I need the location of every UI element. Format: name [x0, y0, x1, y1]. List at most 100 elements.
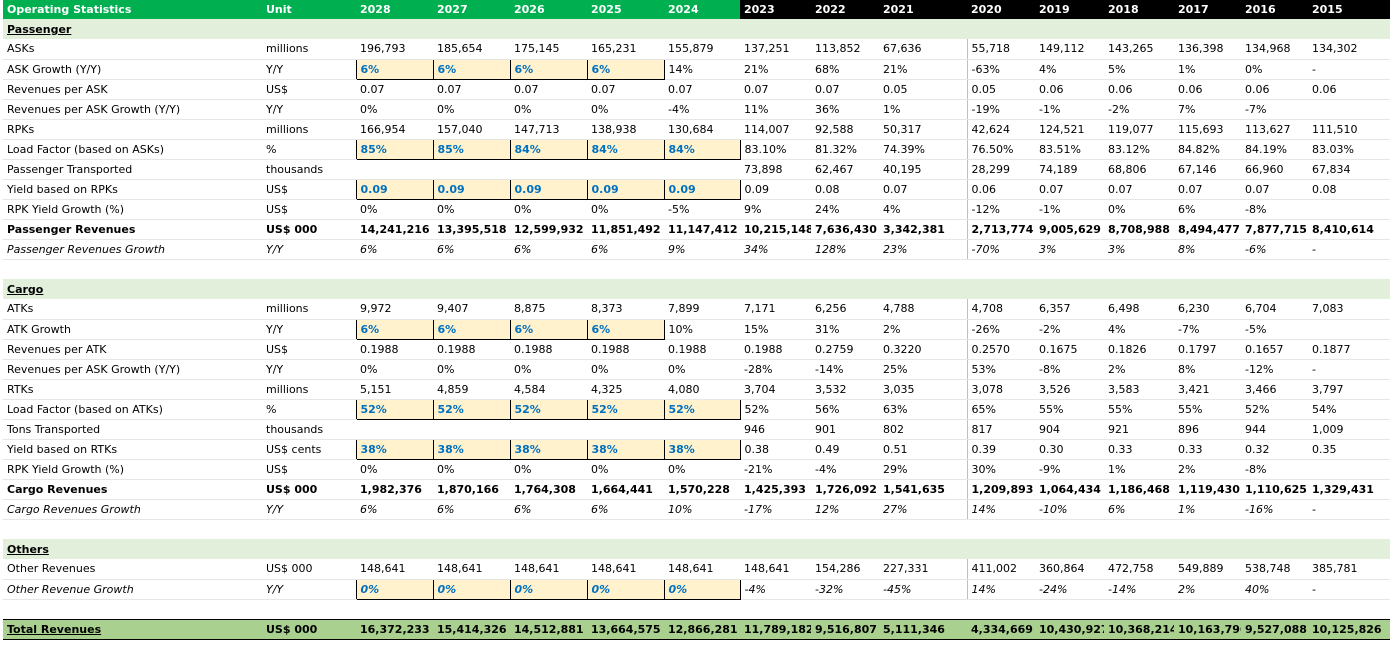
value-cell[interactable]: 6% [587, 499, 664, 520]
section-band-cell[interactable] [811, 19, 879, 39]
value-cell[interactable]: 0.39 [966, 439, 1035, 460]
value-cell[interactable]: -5% [664, 199, 740, 220]
value-cell[interactable]: 8% [1174, 359, 1241, 380]
row-unit[interactable]: Y/Y [262, 359, 356, 380]
value-cell[interactable]: 0% [587, 99, 664, 120]
value-cell[interactable]: 1% [1174, 499, 1241, 520]
value-cell[interactable]: 0% [356, 359, 433, 380]
value-cell[interactable]: 6% [356, 499, 433, 520]
empty-cell[interactable] [664, 259, 740, 279]
value-cell[interactable]: 2% [1104, 359, 1174, 380]
value-cell[interactable]: 8,410,614 [1308, 218, 1390, 240]
value-cell[interactable]: -70% [966, 239, 1035, 260]
year-header-2027[interactable]: 2027 [433, 0, 510, 19]
value-cell[interactable]: 7,083 [1308, 299, 1390, 320]
value-cell[interactable]: -26% [966, 319, 1035, 340]
value-cell[interactable]: 68% [811, 59, 879, 80]
input-cell[interactable]: 38% [432, 438, 511, 460]
value-cell[interactable]: 0.08 [1308, 179, 1390, 200]
value-cell[interactable]: -6% [1241, 239, 1308, 260]
value-cell[interactable]: 4% [879, 199, 967, 220]
value-cell[interactable]: 74.39% [879, 139, 967, 160]
value-cell[interactable]: 67,834 [1308, 159, 1390, 180]
value-cell[interactable]: 6% [356, 239, 433, 260]
value-cell[interactable]: 0% [587, 459, 664, 480]
value-cell[interactable]: -7% [1241, 99, 1308, 120]
value-cell[interactable]: -28% [740, 359, 811, 380]
value-cell[interactable]: 62,467 [811, 159, 879, 180]
value-cell[interactable]: 55% [1104, 399, 1174, 420]
value-cell[interactable]: 2% [1174, 459, 1241, 480]
section-band-cell[interactable] [811, 539, 879, 559]
value-cell[interactable]: - [1308, 59, 1390, 80]
value-cell[interactable]: 0.07 [587, 79, 664, 100]
value-cell[interactable]: 6,256 [811, 299, 879, 320]
value-cell[interactable]: 0% [1241, 59, 1308, 80]
year-header-2021[interactable]: 2021 [879, 0, 967, 19]
empty-cell[interactable] [811, 259, 879, 279]
row-unit[interactable]: millions [262, 39, 356, 60]
value-cell[interactable]: 0% [587, 199, 664, 220]
value-cell[interactable]: -8% [1035, 359, 1104, 380]
section-band-cell[interactable] [510, 19, 587, 39]
value-cell[interactable]: 0% [510, 199, 587, 220]
value-cell[interactable]: 1,009 [1308, 419, 1390, 440]
value-cell[interactable]: 8,875 [510, 299, 587, 320]
section-band-cell[interactable] [740, 279, 811, 299]
value-cell[interactable]: 134,302 [1308, 39, 1390, 60]
value-cell[interactable] [1308, 199, 1390, 220]
section-band-cell[interactable] [967, 279, 1035, 299]
value-cell[interactable]: -17% [740, 499, 811, 520]
value-cell[interactable]: 4,708 [966, 299, 1035, 320]
empty-cell[interactable] [1241, 599, 1308, 619]
section-band-cell[interactable] [356, 19, 433, 39]
section-band-cell[interactable] [664, 539, 740, 559]
input-cell[interactable]: 6% [355, 318, 434, 340]
row-label[interactable]: RPKs [3, 119, 262, 140]
value-cell[interactable]: 56% [811, 399, 879, 420]
value-cell[interactable] [587, 159, 664, 180]
value-cell[interactable]: - [1308, 359, 1390, 380]
value-cell[interactable] [1308, 319, 1390, 340]
value-cell[interactable]: 114,007 [740, 119, 811, 140]
input-cell[interactable]: 52% [432, 398, 511, 420]
empty-cell[interactable] [3, 599, 262, 619]
value-cell[interactable]: 4% [1104, 319, 1174, 340]
value-cell[interactable]: 40% [1241, 579, 1308, 600]
section-band-cell[interactable] [587, 279, 664, 299]
value-cell[interactable] [510, 159, 587, 180]
value-cell[interactable]: 5% [1104, 59, 1174, 80]
empty-cell[interactable] [356, 259, 433, 279]
empty-cell[interactable] [510, 259, 587, 279]
section-band-cell[interactable] [967, 539, 1035, 559]
year-header-2017[interactable]: 2017 [1174, 0, 1241, 19]
value-cell[interactable]: 24% [811, 199, 879, 220]
value-cell[interactable]: 148,641 [587, 559, 664, 580]
year-header-2022[interactable]: 2022 [811, 0, 879, 19]
empty-cell[interactable] [1104, 519, 1174, 539]
empty-cell[interactable] [433, 599, 510, 619]
value-cell[interactable]: 4,788 [879, 299, 967, 320]
value-cell[interactable]: 52% [1241, 399, 1308, 420]
value-cell[interactable]: 9,972 [356, 299, 433, 320]
value-cell[interactable]: -1% [1035, 199, 1104, 220]
section-band-cell[interactable] [433, 279, 510, 299]
value-cell[interactable] [356, 159, 433, 180]
section-band-cell[interactable] [1308, 539, 1390, 559]
value-cell[interactable]: 8,494,477 [1174, 218, 1241, 240]
value-cell[interactable]: 55% [1174, 399, 1241, 420]
value-cell[interactable]: - [1308, 239, 1390, 260]
section-band-cell[interactable] [1035, 19, 1104, 39]
value-cell[interactable]: 148,641 [740, 559, 811, 580]
value-cell[interactable]: 1,064,434 [1035, 478, 1104, 500]
row-label[interactable]: ATK Growth [3, 319, 262, 340]
value-cell[interactable]: 4,325 [587, 379, 664, 400]
section-band-cell[interactable] [510, 279, 587, 299]
value-cell[interactable]: 55,718 [966, 39, 1035, 60]
value-cell[interactable]: 3,078 [966, 379, 1035, 400]
value-cell[interactable]: -63% [966, 59, 1035, 80]
row-label[interactable]: Revenues per ASK Growth (Y/Y) [3, 359, 262, 380]
value-cell[interactable]: -21% [740, 459, 811, 480]
value-cell[interactable]: 0.09 [740, 179, 811, 200]
value-cell[interactable]: 817 [966, 419, 1035, 440]
